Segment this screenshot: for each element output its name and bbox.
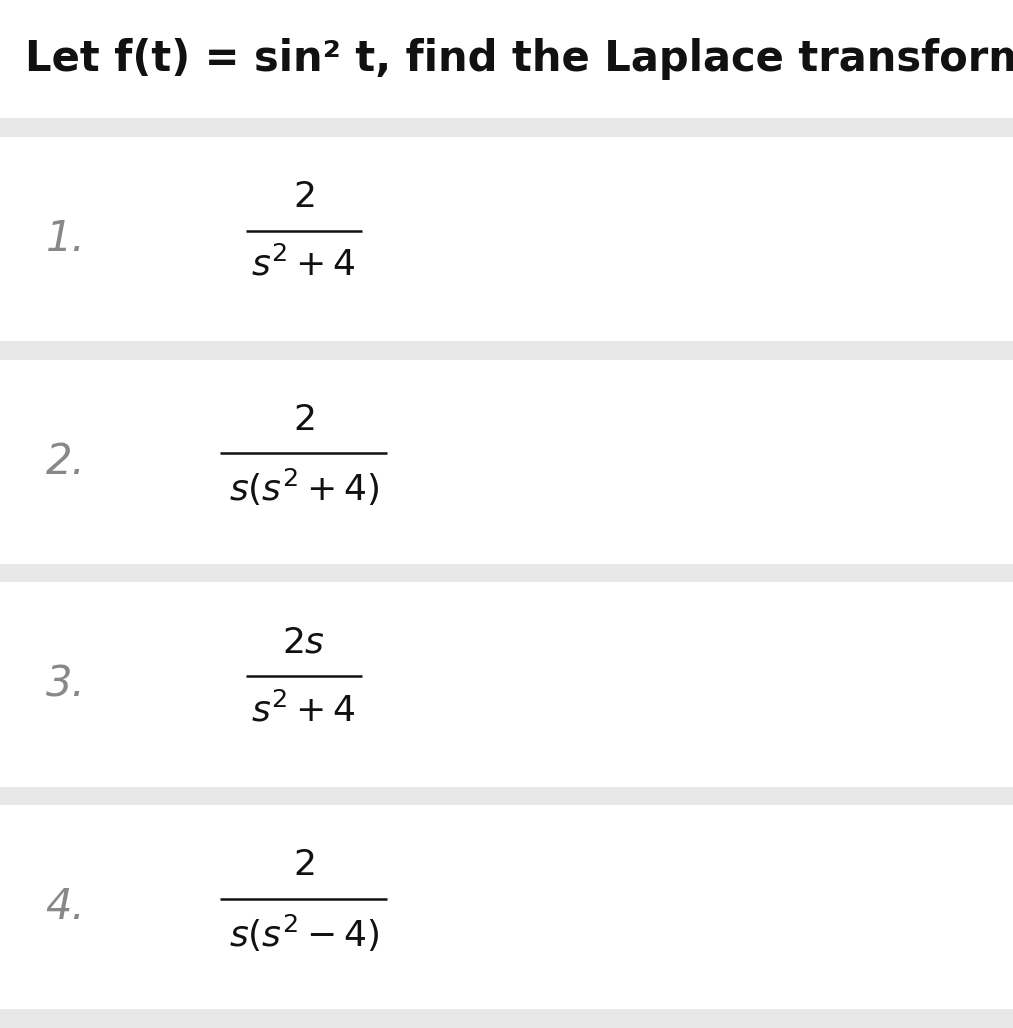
Text: $s^2 + 4$: $s^2 + 4$ (251, 247, 357, 283)
FancyBboxPatch shape (0, 341, 1013, 360)
Text: $s^2 + 4$: $s^2 + 4$ (251, 692, 357, 728)
FancyBboxPatch shape (0, 118, 1013, 137)
FancyBboxPatch shape (0, 582, 1013, 786)
Text: $s\left(s^2 - 4\right)$: $s\left(s^2 - 4\right)$ (229, 913, 379, 954)
FancyBboxPatch shape (0, 360, 1013, 563)
Text: 1.: 1. (46, 218, 85, 260)
Text: 2.: 2. (46, 441, 85, 483)
FancyBboxPatch shape (0, 137, 1013, 341)
FancyBboxPatch shape (0, 563, 1013, 582)
Text: Let f(t) = sin² t, find the Laplace transform of f(t): Let f(t) = sin² t, find the Laplace tran… (25, 38, 1013, 80)
Text: $2$: $2$ (293, 403, 315, 437)
Text: $2$: $2$ (293, 180, 315, 214)
FancyBboxPatch shape (0, 786, 1013, 805)
Text: 4.: 4. (46, 886, 85, 928)
Text: $s\left(s^2 + 4\right)$: $s\left(s^2 + 4\right)$ (229, 467, 379, 508)
FancyBboxPatch shape (0, 1009, 1013, 1028)
Text: $2s$: $2s$ (283, 625, 325, 659)
FancyBboxPatch shape (0, 805, 1013, 1009)
Text: 3.: 3. (46, 663, 85, 705)
Text: $2$: $2$ (293, 848, 315, 882)
